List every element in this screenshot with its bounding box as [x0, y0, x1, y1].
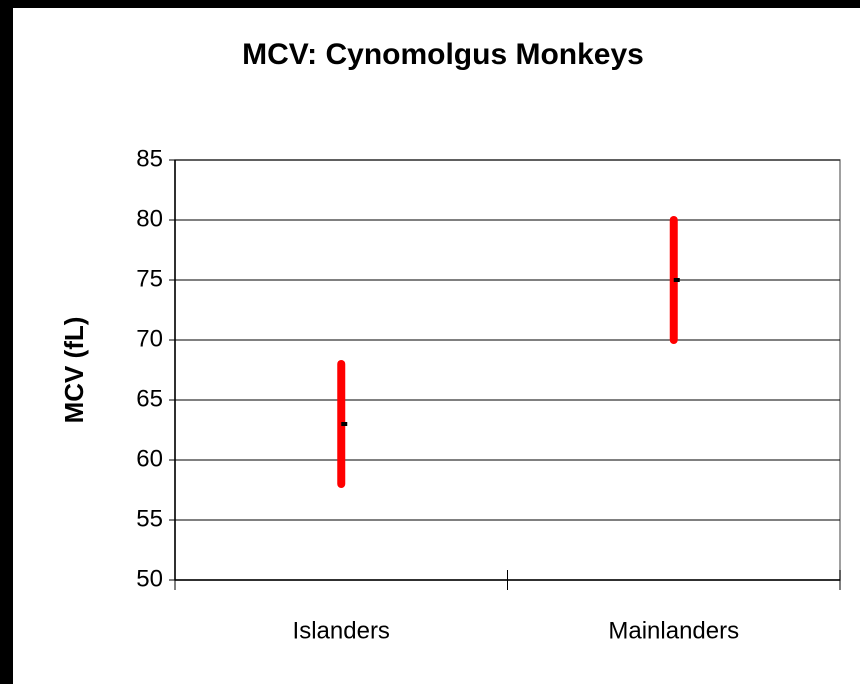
y-tick-label: 50	[136, 565, 163, 592]
y-tick-label: 55	[136, 505, 163, 532]
x-tick-label: Islanders	[293, 617, 390, 644]
y-tick-label: 65	[136, 385, 163, 412]
y-tick-label: 70	[136, 325, 163, 352]
y-tick-label: 75	[136, 265, 163, 292]
x-tick-label: Mainlanders	[608, 617, 739, 644]
mean-marker	[341, 422, 348, 426]
y-tick-label: 60	[136, 445, 163, 472]
mean-marker	[673, 278, 680, 282]
y-tick-label: 85	[136, 145, 163, 172]
chart-background	[13, 8, 860, 684]
chart-title: MCV: Cynomolgus Monkeys	[242, 38, 644, 71]
y-axis-label: MCV (fL)	[59, 317, 89, 424]
y-tick-label: 80	[136, 205, 163, 232]
